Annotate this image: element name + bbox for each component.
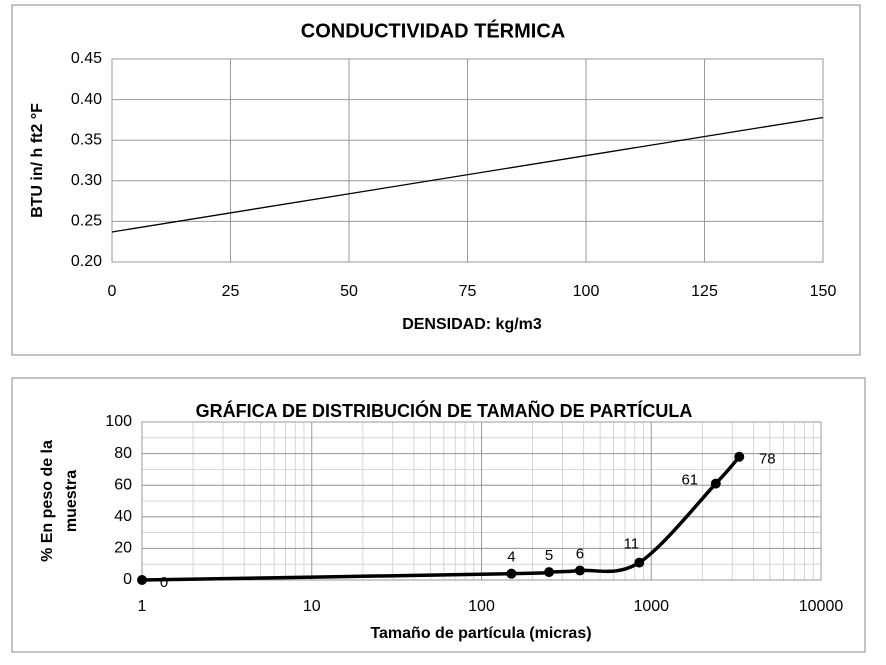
x-axis-label: Tamaño de partícula (micras) (370, 625, 591, 642)
plot-frame (141, 421, 822, 581)
x-tick-label: 0 (108, 283, 117, 300)
data-label: 0 (160, 574, 168, 591)
y-tick-label: 0.35 (71, 131, 102, 148)
y-tick-label: 60 (114, 476, 132, 493)
x-tick-label: 100 (573, 283, 600, 300)
plot-frame (111, 58, 824, 263)
y-tick-label: 100 (105, 413, 132, 430)
chart-title: CONDUCTIVIDAD TÉRMICA (301, 19, 565, 42)
data-point (137, 575, 147, 585)
y-tick-label: 0 (123, 571, 132, 588)
x-tick-label: 125 (691, 283, 718, 300)
x-tick-label: 1000 (633, 598, 669, 615)
data-label: 11 (623, 536, 639, 553)
y-axis-label: % En peso de la (39, 440, 56, 562)
chart-title: GRÁFICA DE DISTRIBUCIÓN DE TAMAÑO DE PAR… (196, 400, 693, 421)
data-point (506, 568, 517, 579)
data-label: 78 (759, 451, 776, 468)
data-line (141, 455, 741, 582)
data-label: 6 (576, 545, 584, 562)
data-label: 4 (507, 549, 515, 566)
x-tick-label: 100 (468, 598, 495, 615)
y-tick-label: 80 (114, 445, 132, 462)
x-tick-label: 10000 (799, 598, 844, 615)
y-tick-label: 0.30 (71, 172, 102, 189)
data-point (574, 565, 585, 576)
x-axis-label: DENSIDAD: kg/m3 (402, 316, 542, 333)
data-line (111, 116, 824, 233)
y-tick-label: 0.40 (71, 91, 102, 108)
x-tick-label: 1 (138, 598, 147, 615)
x-tick-label: 50 (340, 283, 358, 300)
y-tick-label: 0.45 (71, 50, 102, 67)
x-tick-label: 150 (810, 283, 837, 300)
data-point (544, 567, 555, 578)
y-axis-label: BTU in/ h ft2 °F (29, 103, 46, 218)
chart-frame (11, 377, 866, 653)
y-tick-label: 40 (114, 508, 132, 525)
y-tick-label: 0.20 (71, 253, 102, 270)
y-tick-label: 20 (114, 540, 132, 557)
data-point (734, 451, 745, 462)
x-tick-label: 10 (303, 598, 321, 615)
x-tick-label: 25 (222, 283, 240, 300)
y-axis-label: muestra (63, 470, 80, 532)
data-label: 5 (545, 547, 553, 564)
y-tick-label: 0.25 (71, 213, 102, 230)
data-label: 61 (681, 472, 698, 489)
x-tick-label: 75 (459, 283, 477, 300)
data-point (634, 557, 645, 568)
data-point (710, 478, 721, 489)
